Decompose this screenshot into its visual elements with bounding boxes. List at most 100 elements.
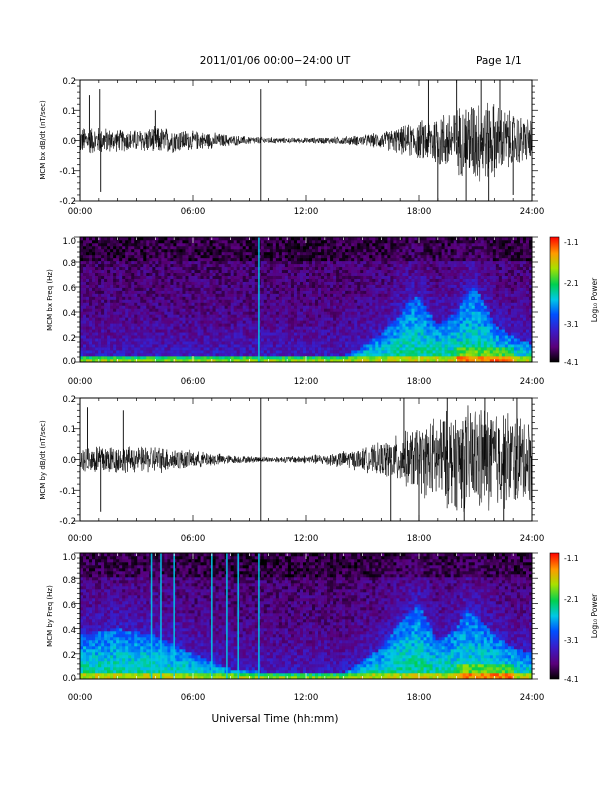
spectrogram-cell — [249, 294, 252, 297]
spectrogram-cell — [366, 240, 369, 243]
spectrogram-cell — [264, 255, 267, 258]
spectrogram-cell — [237, 335, 240, 338]
spectrogram-cell — [294, 326, 297, 329]
spectrogram-cell — [98, 347, 101, 350]
spectrogram-cell — [95, 264, 98, 267]
spectrogram-cell — [104, 279, 107, 282]
spectrogram-cell — [131, 308, 134, 311]
spectrogram-cell — [330, 338, 333, 341]
spectrogram-cell — [201, 341, 204, 344]
spectrogram-cell — [155, 279, 158, 282]
spectrogram-cell — [95, 308, 98, 311]
spectrogram-cell — [279, 279, 282, 282]
spectrogram-cell — [128, 356, 131, 359]
spectrogram-cell — [375, 270, 378, 273]
spectrogram-cell — [318, 341, 321, 344]
spectrogram-cell — [89, 317, 92, 320]
spectrogram-cell — [243, 267, 246, 270]
spectrogram-cell — [354, 267, 357, 270]
spectrogram-cell — [164, 288, 167, 291]
spectrogram-cell — [182, 264, 185, 267]
spectrogram-cell — [270, 261, 273, 264]
spectrogram-cell — [191, 258, 194, 261]
spectrogram-cell — [342, 297, 345, 300]
spectrogram-cell — [405, 326, 408, 329]
spectrogram-cell — [384, 255, 387, 258]
spectrogram-cell — [306, 350, 309, 353]
spectrogram-cell — [354, 311, 357, 314]
spectrogram-cell — [288, 294, 291, 297]
spectrogram-cell — [348, 270, 351, 273]
spectrogram-cell — [312, 240, 315, 243]
spectrogram-cell — [327, 258, 330, 261]
spectrogram-cell — [249, 350, 252, 353]
spectrogram-cell — [399, 294, 402, 297]
spectrogram-cell — [387, 240, 390, 243]
spectrogram-cell — [188, 308, 191, 311]
spectrogram-cell — [424, 261, 427, 264]
spectrogram-cell — [318, 255, 321, 258]
spectrogram-cell — [237, 344, 240, 347]
spectrogram-cell — [161, 314, 164, 317]
spectrogram-cell — [113, 291, 116, 294]
spectrogram-cell — [167, 302, 170, 305]
spectrogram-cell — [207, 264, 210, 267]
spectrogram-cell — [243, 326, 246, 329]
spectrogram-cell — [185, 326, 188, 329]
spectrogram-cell — [324, 252, 327, 255]
spectrogram-cell — [300, 314, 303, 317]
spectrogram-cell — [122, 282, 125, 285]
spectrogram-cell — [351, 353, 354, 356]
spectrogram-cell — [113, 264, 116, 267]
spectrogram-cell — [134, 350, 137, 353]
spectrogram-cell — [198, 323, 201, 326]
spectrogram-cell — [402, 323, 405, 326]
spectrogram-cell — [369, 273, 372, 276]
spectrogram-cell — [222, 350, 225, 353]
spectrogram-cell — [318, 264, 321, 267]
spectrogram-cell — [149, 288, 152, 291]
spectrogram-cell — [276, 347, 279, 350]
spectrogram-cell — [378, 335, 381, 338]
spectrogram-cell — [390, 332, 393, 335]
spectrogram-cell — [207, 326, 210, 329]
spectrogram-cell — [213, 338, 216, 341]
spectrogram-cell — [282, 329, 285, 332]
spectrogram-cell — [306, 291, 309, 294]
spectrogram-cell — [116, 279, 119, 282]
spectrogram-cell — [234, 276, 237, 279]
spectrogram-cell — [95, 329, 98, 332]
spectrogram-cell — [234, 279, 237, 282]
spectrogram-cell — [252, 264, 255, 267]
spectrogram-cell — [427, 329, 430, 332]
spectrogram-cell — [137, 311, 140, 314]
spectrogram-cell — [116, 252, 119, 255]
spectrogram-cell — [149, 329, 152, 332]
spectrogram-cell — [231, 276, 234, 279]
spectrogram-cell — [424, 282, 427, 285]
spectrogram-cell — [240, 302, 243, 305]
spectrogram-cell — [267, 305, 270, 308]
spectrogram-cell — [152, 335, 155, 338]
spectrogram-cell — [390, 317, 393, 320]
spectrogram-cell — [348, 300, 351, 303]
spectrogram-cell — [204, 273, 207, 276]
spectrogram-cell — [318, 291, 321, 294]
spectrogram-cell — [86, 329, 89, 332]
spectrogram-cell — [101, 335, 104, 338]
spectrogram-cell — [267, 255, 270, 258]
spectrogram-cell — [264, 302, 267, 305]
spectrogram-cell — [243, 311, 246, 314]
spectrogram-cell — [405, 252, 408, 255]
spectrogram-cell — [357, 353, 360, 356]
spectrogram-cell — [315, 308, 318, 311]
spectrogram-cell — [161, 317, 164, 320]
spectrogram-cell — [116, 264, 119, 267]
spectrogram-cell — [336, 317, 339, 320]
spectrogram-cell — [216, 329, 219, 332]
spectrogram-cell — [387, 270, 390, 273]
spectrogram-cell — [113, 329, 116, 332]
spectrogram-cell — [173, 267, 176, 270]
spectrogram-cell — [140, 300, 143, 303]
spectrogram-cell — [333, 246, 336, 249]
